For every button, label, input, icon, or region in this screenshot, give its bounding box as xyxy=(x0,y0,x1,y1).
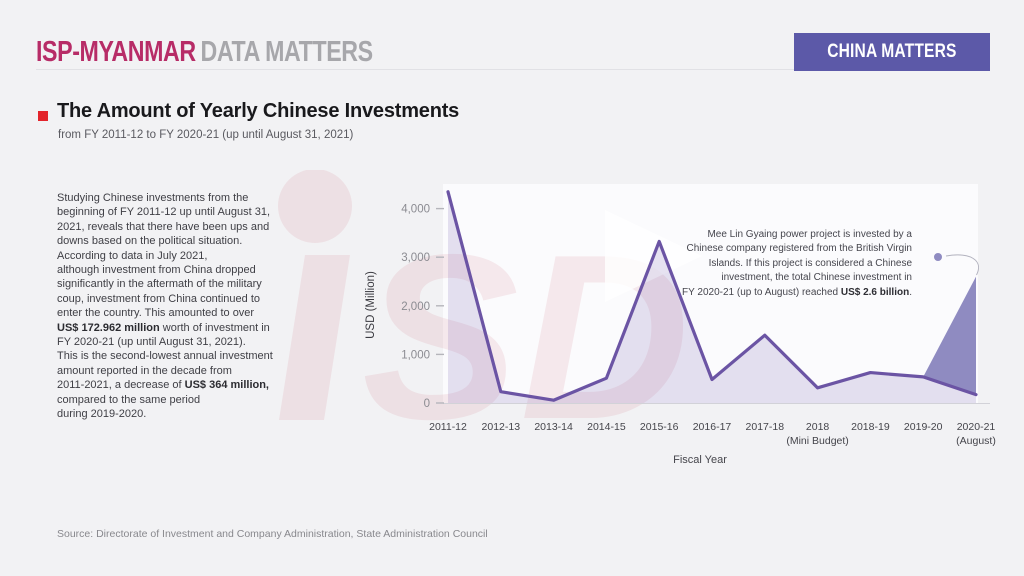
x-tick-label: 2018 (Mini Budget) xyxy=(786,421,848,447)
y-tick-label: 4,000 xyxy=(401,204,430,216)
x-tick-label: 2013-14 xyxy=(534,421,573,433)
watermark-shape: S xyxy=(362,205,519,468)
x-tick-label: 2016-17 xyxy=(693,421,732,433)
mee-lin-gyaing-annotation: Mee Lin Gyaing power project is invested… xyxy=(682,229,912,298)
header-divider xyxy=(36,69,794,70)
page-subtitle: from FY 2011-12 to FY 2020-21 (up until … xyxy=(58,129,354,141)
area-fill xyxy=(448,191,976,403)
data-line xyxy=(446,190,978,402)
y-axis-title: USD (Million) xyxy=(365,271,377,339)
isp-myanmar-logo: ISP-MYANMAR DATA MATTERS xyxy=(36,36,373,69)
annotation-leader-curve xyxy=(945,254,979,276)
y-tick-label: 2,000 xyxy=(401,301,430,313)
annotation-marker-dot xyxy=(934,253,942,261)
page-title: The Amount of Yearly Chinese Investments xyxy=(57,100,460,122)
title-bullet-marker xyxy=(38,111,48,121)
x-tick-label: 2011-12 xyxy=(429,421,467,433)
source-line: Source: Directorate of Investment and Co… xyxy=(57,528,488,540)
china-matters-badge: CHINA MATTERS xyxy=(794,33,990,71)
logo-secondary-text: DATA MATTERS xyxy=(200,36,374,68)
highlight-triangle xyxy=(923,276,976,395)
x-tick-label: 2017-18 xyxy=(746,421,785,433)
x-tick-label: 2019-20 xyxy=(904,421,943,433)
watermark-shape xyxy=(278,169,352,243)
watermark-shape xyxy=(279,255,350,420)
badge-label: CHINA MATTERS xyxy=(827,41,957,62)
body-paragraph: Studying Chinese investments from the beg… xyxy=(57,192,273,421)
investment-area-chart: S D 0 1,000 2,000 3,000 4,000 2011-12 2012-13 201… xyxy=(270,169,1010,480)
x-axis-title: Fiscal Year xyxy=(673,454,727,466)
x-tick-label: 2018-19 xyxy=(851,421,890,433)
x-tick-label: 2015-16 xyxy=(640,421,679,433)
x-tick-label: 2012-13 xyxy=(482,421,521,433)
logo-primary-text: ISP-MYANMAR xyxy=(36,36,196,68)
y-tick-label: 3,000 xyxy=(401,252,430,264)
x-tick-label: 2020-21 (August) xyxy=(956,421,996,447)
y-tick-label: 1,000 xyxy=(401,349,430,361)
plot-background xyxy=(443,184,978,404)
y-tick-label: 0 xyxy=(424,398,430,410)
x-tick-label: 2014-15 xyxy=(587,421,626,433)
